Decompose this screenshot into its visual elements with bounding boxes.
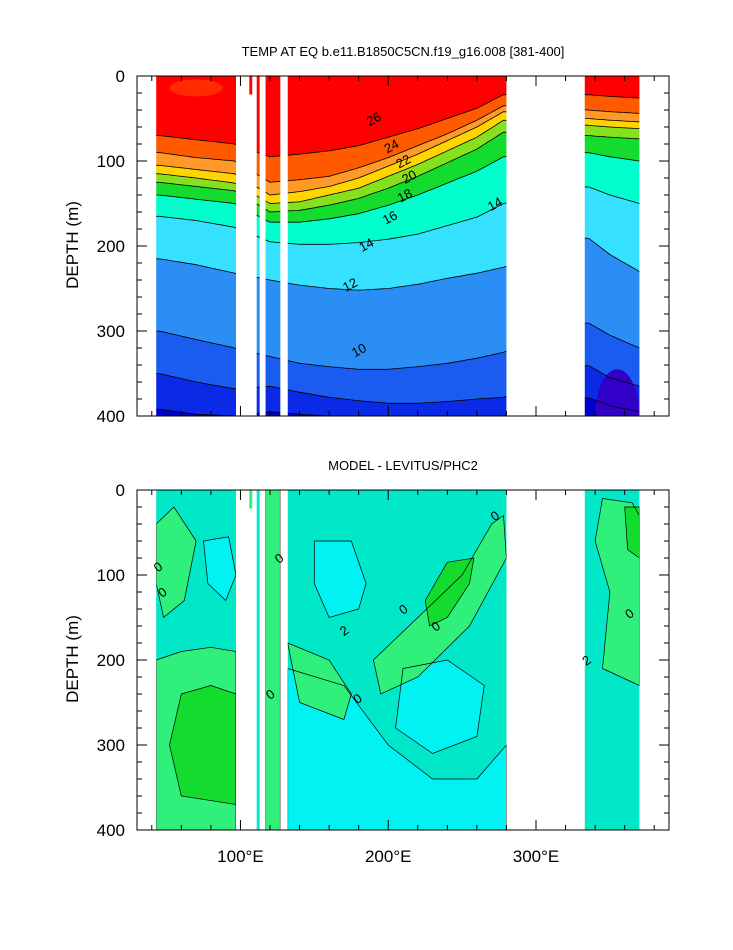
negative-patch-pacific-mid (395, 660, 485, 754)
land-mask (280, 76, 288, 416)
warm-pool-pacific (270, 76, 359, 109)
land-mask (259, 490, 266, 830)
land-mask (506, 490, 585, 830)
land-mask (506, 76, 585, 416)
warm-pool-indian (169, 79, 223, 97)
contour-label: 18 (395, 185, 415, 205)
negative-patch-indian (203, 536, 236, 601)
land-mask (280, 490, 288, 830)
island-surface-cell (249, 76, 253, 95)
difference-panel-title: MODEL - LEVITUS/PHC2 (328, 458, 478, 473)
x-tick-label: 200°E (365, 847, 412, 866)
x-tick-label: 300°E (513, 847, 560, 866)
y-tick-label: 200 (97, 237, 125, 256)
land-mask (259, 76, 266, 416)
land-mask (236, 490, 257, 830)
positive-region-atlantic-contour (594, 498, 640, 687)
strong-positive-atlantic (624, 507, 640, 558)
contour-label: 14 (356, 235, 376, 255)
strong-positive-indian-contour (169, 685, 237, 805)
contour-label: 10 (349, 340, 369, 360)
y-tick-label: 200 (97, 651, 125, 670)
contour-label: 16 (380, 208, 400, 228)
y-tick-label: 0 (116, 481, 125, 500)
negative-region-pacific-deep-contour (287, 668, 507, 830)
temperature-panel-title: TEMP AT EQ b.e11.B1850C5CN.f19_g16.008 [… (242, 44, 565, 59)
x-tick-label: 100°E (217, 847, 264, 866)
temperature-y-axis-label: DEPTH (m) (63, 201, 82, 289)
negative-patch-indian-contour (203, 536, 237, 602)
island-surface-cell (249, 490, 253, 509)
contour-label: 22 (393, 151, 413, 171)
strong-positive-indian (169, 685, 236, 805)
positive-strip-maritime (265, 490, 281, 830)
contour-label: 24 (382, 136, 402, 156)
difference-y-axis-label: DEPTH (m) (63, 615, 82, 703)
positive-tongue-thermocline-contour (373, 514, 507, 695)
negative-patch-pacific-mid-contour (395, 659, 485, 754)
y-tick-label: 300 (97, 736, 125, 755)
negative-patch-pacific-upper-contour (313, 540, 367, 618)
positive-patch-west-pacific-contour (287, 642, 352, 720)
temperature-land-mask (137, 76, 669, 416)
contour-label: 26 (364, 109, 384, 129)
y-tick-label: 300 (97, 322, 125, 341)
y-tick-label: 400 (97, 407, 125, 426)
land-mask (236, 76, 257, 416)
strong-positive-atlantic-contour (624, 506, 640, 559)
contour-label: 12 (340, 275, 360, 295)
temperature-axes: 0 100 200 300 400 (97, 67, 670, 426)
negative-patch-pacific-upper (314, 541, 367, 618)
y-tick-label: 400 (97, 821, 125, 840)
positive-region-indian-contour (155, 646, 237, 830)
positive-strip-maritime-contour (265, 490, 281, 830)
strong-positive-thermocline-contour (424, 557, 475, 627)
contour-label: 20 (399, 167, 419, 187)
temp-band-26 (137, 76, 669, 157)
y-tick-label: 100 (97, 566, 125, 585)
positive-patch-west-pacific (287, 643, 352, 720)
temperature-panel: TEMP AT EQ b.e11.B1850C5CN.f19_g16.008 [… (63, 44, 670, 426)
y-tick-label: 0 (116, 67, 125, 86)
contour-label: 14 (485, 194, 505, 214)
y-tick-label: 100 (97, 152, 125, 171)
difference-contour-lines (155, 490, 640, 830)
difference-axes: 0 100 200 300 400 100°E 200°E 300°E (97, 481, 670, 866)
